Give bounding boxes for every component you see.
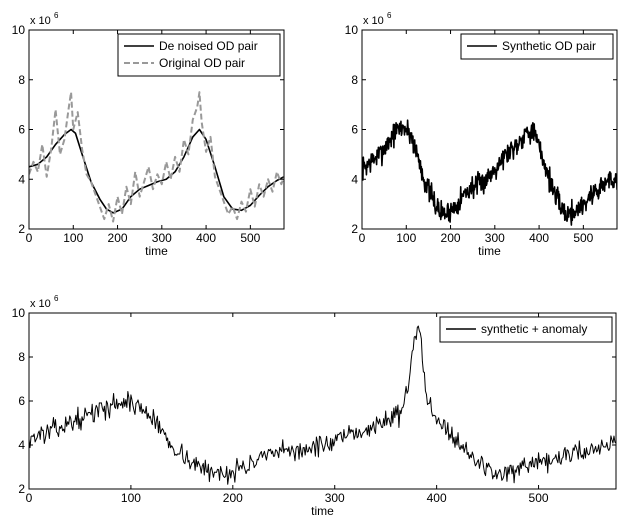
x-tick-label: 200 [223,491,243,505]
series-line-1 [29,91,284,223]
y-tick-label: 2 [351,222,358,236]
legend-label: synthetic + anomaly [481,322,587,336]
x-tick-label: 500 [573,231,593,245]
x-tick-label: 100 [396,231,416,245]
series-line-0 [29,128,284,214]
x-axis-label: time [145,244,168,258]
y-multiplier-label: x 10 [363,15,384,27]
y-tick-label: 4 [18,172,25,186]
y-multiplier-label: x 10 [30,298,51,310]
x-tick-label: 0 [26,491,33,505]
y-tick-label: 2 [18,482,25,496]
y-multiplier-exponent: 6 [54,11,59,20]
y-tick-label: 6 [18,123,25,137]
x-tick-label: 0 [26,231,33,245]
legend: synthetic + anomaly [439,316,613,343]
legend-label: Original OD pair [159,56,245,70]
x-tick-label: 400 [427,491,447,505]
x-tick-label: 300 [325,491,345,505]
x-axis-label: time [311,504,334,518]
y-tick-label: 8 [18,350,25,364]
y-tick-label: 6 [18,394,25,408]
series-line-0 [29,325,616,485]
y-multiplier-exponent: 6 [387,11,392,20]
legend-box [117,33,281,77]
y-tick-label: 2 [18,222,25,236]
y-tick-label: 10 [12,306,26,320]
x-tick-label: 400 [196,231,216,245]
legend: De noised OD pair Original OD pair [117,33,281,77]
y-multiplier-label: x 10 [30,15,51,27]
y-tick-label: 4 [18,438,25,452]
x-tick-label: 100 [63,231,83,245]
x-tick-label: 0 [359,231,366,245]
x-tick-label: 100 [121,491,141,505]
y-tick-label: 10 [345,23,359,37]
legend: Synthetic OD pair [460,33,614,60]
legend-label: Synthetic OD pair [502,39,596,53]
x-tick-label: 200 [441,231,461,245]
series-line-0 [362,119,617,226]
y-tick-label: 6 [351,123,358,137]
x-tick-label: 500 [529,491,549,505]
x-tick-label: 200 [108,231,128,245]
x-axis-label: time [478,244,501,258]
x-tick-label: 400 [529,231,549,245]
x-tick-label: 300 [152,231,172,245]
x-tick-label: 500 [240,231,260,245]
y-tick-label: 8 [351,73,358,87]
y-tick-label: 10 [12,23,26,37]
y-tick-label: 8 [18,73,25,87]
x-tick-label: 300 [485,231,505,245]
y-multiplier-exponent: 6 [54,294,59,303]
legend-label: De noised OD pair [159,39,258,53]
y-tick-label: 4 [351,172,358,186]
